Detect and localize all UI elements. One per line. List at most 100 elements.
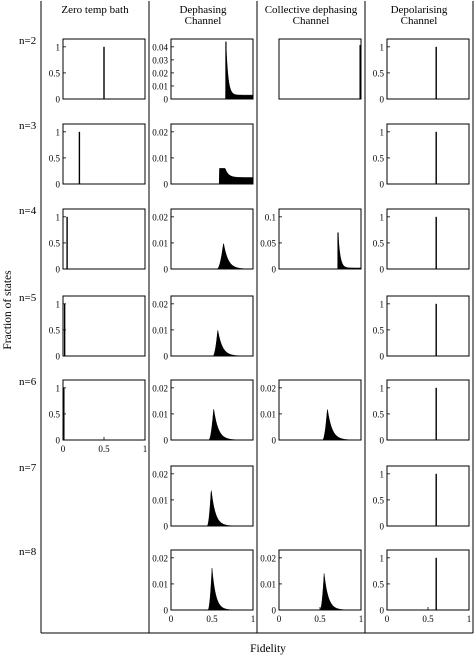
panel-n=8-col3-xtick-label-2: 1 (467, 614, 472, 624)
panel-n=6-col1-ytick-label-0: 0 (164, 436, 169, 446)
panel-n=4-col2-frame (278, 208, 362, 270)
panel-n=5-col3-ytick-label-0: 0 (380, 352, 385, 362)
panel-n=6-col1-ytick-label-1: 0.01 (152, 409, 168, 419)
panel-n=7-col3-ytick-label-0: 0 (380, 522, 385, 532)
panels: 00.5100.010.020.030.0400.5100.5100.010.0… (49, 38, 472, 624)
column-header-1-line-1: Channel (185, 15, 222, 27)
panel-n=3-col0-ytick-label-0: 0 (56, 180, 61, 190)
panel-n=8-col2-xtick-label-1: 0.5 (314, 614, 326, 624)
panel-n=4-col0-ytick-label-0: 0 (56, 265, 61, 275)
column-header-0-line-0: Zero temp bath (61, 4, 129, 16)
panel-n=7-col3-ytick-label-1: 0.5 (373, 495, 385, 505)
panel-n=7-col1-ytick-label-0: 0 (164, 522, 169, 532)
panel-n=8-col1-xtick-label-2: 1 (251, 614, 256, 624)
panel-n=4-col3-ytick-label-1: 0.5 (373, 238, 385, 248)
panel-n=6-col2-ytick-label-0: 0 (272, 436, 277, 446)
row-label-n=5: n=5 (19, 292, 37, 304)
panel-n=6-col2-distribution (279, 409, 362, 441)
panel-n=7-col1-distribution (171, 490, 253, 527)
panel-n=5-col0-ytick-label-1: 0.5 (49, 325, 61, 335)
panel-n=4-col3: 00.51 (373, 208, 470, 275)
column-headers: Zero temp bath DephasingChannelCollective… (61, 4, 448, 27)
panel-n=2-col0-ytick-label-1: 0.5 (49, 68, 61, 78)
panel-n=6-col1: 0 0.01 0.02 (152, 379, 254, 446)
row-label-n=8: n=8 (19, 546, 37, 558)
panel-n=4-col2-ytick-label-0: 0 (272, 265, 277, 275)
panel-n=3-col3-ytick-label-0: 0 (380, 180, 385, 190)
panel-n=4-col1-ytick-label-2: 0.02 (152, 212, 168, 222)
panel-n=8-col2: 0 0.01 0.02 0 0.5 1 (260, 549, 363, 624)
row-labels: n=2 n=3 n=4 n=5 n=6 n=7 n=8 (19, 35, 37, 558)
panel-n=5-col0-frame (62, 295, 146, 357)
panel-n=8-col2-ytick-label-0: 0 (272, 606, 277, 616)
panel-n=4-col1-ytick-label-0: 0 (164, 265, 169, 275)
panel-n=7-col3-ytick-label-2: 1 (380, 469, 385, 479)
panel-n=5-col3-frame (386, 295, 470, 357)
panel-n=2-col1-ytick-label-4: 0.04 (152, 42, 168, 52)
panel-n=6-col0-xtick-label-2: 1 (143, 444, 148, 454)
panel-n=5-col1-distribution (171, 330, 254, 357)
panel-n=6-col0-frame (62, 379, 146, 441)
panel-n=8-col1: 0 0.01 0.02 0 0.5 1 (152, 549, 256, 624)
panel-n=3-col1-ytick-label-1: 0.01 (152, 153, 168, 163)
panel-n=2-col2-frame (278, 38, 362, 100)
panel-n=3-col0-ytick-label-1: 0.5 (49, 153, 61, 163)
panel-n=3-col3-ytick-label-2: 1 (380, 127, 385, 137)
panel-n=2-col1-ytick-label-2: 0.02 (152, 68, 168, 78)
panel-n=5-col3: 00.51 (373, 295, 470, 362)
panel-n=2-col1-ytick-label-1: 0.01 (152, 81, 168, 91)
panel-n=6-col0: 0 0.5 1 0 0.5 1 (49, 379, 148, 454)
panel-n=3-col1-ytick-label-2: 0.02 (152, 127, 168, 137)
row-label-n=7: n=7 (19, 462, 37, 474)
panel-n=6-col1-ytick-label-2: 0.02 (152, 383, 168, 393)
panel-n=4-col3-frame (386, 208, 470, 270)
panel-n=5-col1-ytick-label-0: 0 (164, 352, 169, 362)
panel-n=6-col1-distribution (171, 409, 254, 441)
table-grid (40, 1, 474, 634)
panel-n=6-col0-ytick-label-0: 0 (56, 436, 61, 446)
y-axis-label: Fraction of states (2, 270, 14, 350)
panel-n=8-col2-ytick-label-2: 0.02 (260, 553, 276, 563)
row-label-n=6: n=6 (19, 376, 37, 388)
panel-n=8-col3-ytick-label-1: 0.5 (373, 579, 385, 589)
panel-n=3-col0-frame (62, 123, 146, 185)
column-header-1-line-0: Dephasing (179, 4, 227, 16)
panel-n=4-col2-ytick-label-2: 0.1 (265, 212, 276, 222)
panel-n=6-col2-ytick-label-1: 0.01 (260, 409, 276, 419)
panel-n=2-col1-distribution (171, 43, 254, 100)
panel-n=8-col1-ytick-label-0: 0 (164, 606, 169, 616)
panel-n=6-col0-xtick-label-1: 0.5 (98, 444, 110, 454)
panel-n=4-col3-ytick-label-0: 0 (380, 265, 385, 275)
panel-n=6-col2-frame (278, 379, 362, 441)
column-header-3-line-1: Channel (401, 15, 438, 27)
panel-n=7-col3-frame (386, 465, 470, 527)
panel-n=8-col1-ytick-label-2: 0.02 (152, 553, 168, 563)
panel-n=3-col1-distribution (171, 168, 254, 185)
panel-n=4-col1: 0 0.01 0.02 (152, 208, 254, 275)
panel-n=2-col1-ytick-label-3: 0.03 (152, 55, 168, 65)
column-header-3-line-0: Depolarising (391, 4, 448, 16)
row-label-n=2: n=2 (19, 35, 36, 47)
panel-n=8-col1-xtick-label-1: 0.5 (206, 614, 218, 624)
panel-n=5-col3-ytick-label-1: 0.5 (373, 325, 385, 335)
panel-n=2-col0-ytick-label-0: 0 (56, 95, 61, 105)
panel-n=5-col1-ytick-label-1: 0.01 (152, 325, 168, 335)
panel-n=6-col0-ytick-label-1: 0.5 (49, 409, 61, 419)
panel-n=3-col1: 0 0.01 0.02 (152, 123, 254, 190)
panel-n=6-col2: 0 0.01 0.02 (260, 379, 362, 446)
panel-n=4-col0-ytick-label-2: 1 (56, 212, 61, 222)
panel-n=8-col1-distribution (171, 568, 253, 611)
panel-n=6-col3-ytick-label-1: 0.5 (373, 409, 385, 419)
panel-n=8-col2-frame (278, 549, 362, 611)
panel-n=8-col3: 0 0.5 1 0 0.5 1 (373, 549, 472, 624)
panel-n=4-col0: 00.51 (49, 208, 146, 275)
panel-n=8-col2-xtick-label-0: 0 (277, 614, 282, 624)
panel-n=3-col1-frame (170, 123, 254, 185)
panel-n=7-col1-ytick-label-2: 0.02 (152, 469, 168, 479)
panel-n=2-col3: 00.51 (373, 38, 470, 105)
panel-n=2-col3-frame (386, 38, 470, 100)
panel-n=2-col3-ytick-label-1: 0.5 (373, 68, 385, 78)
panel-n=8-col2-ytick-label-1: 0.01 (260, 579, 276, 589)
panel-n=6-col3: 00.51 (373, 379, 470, 446)
